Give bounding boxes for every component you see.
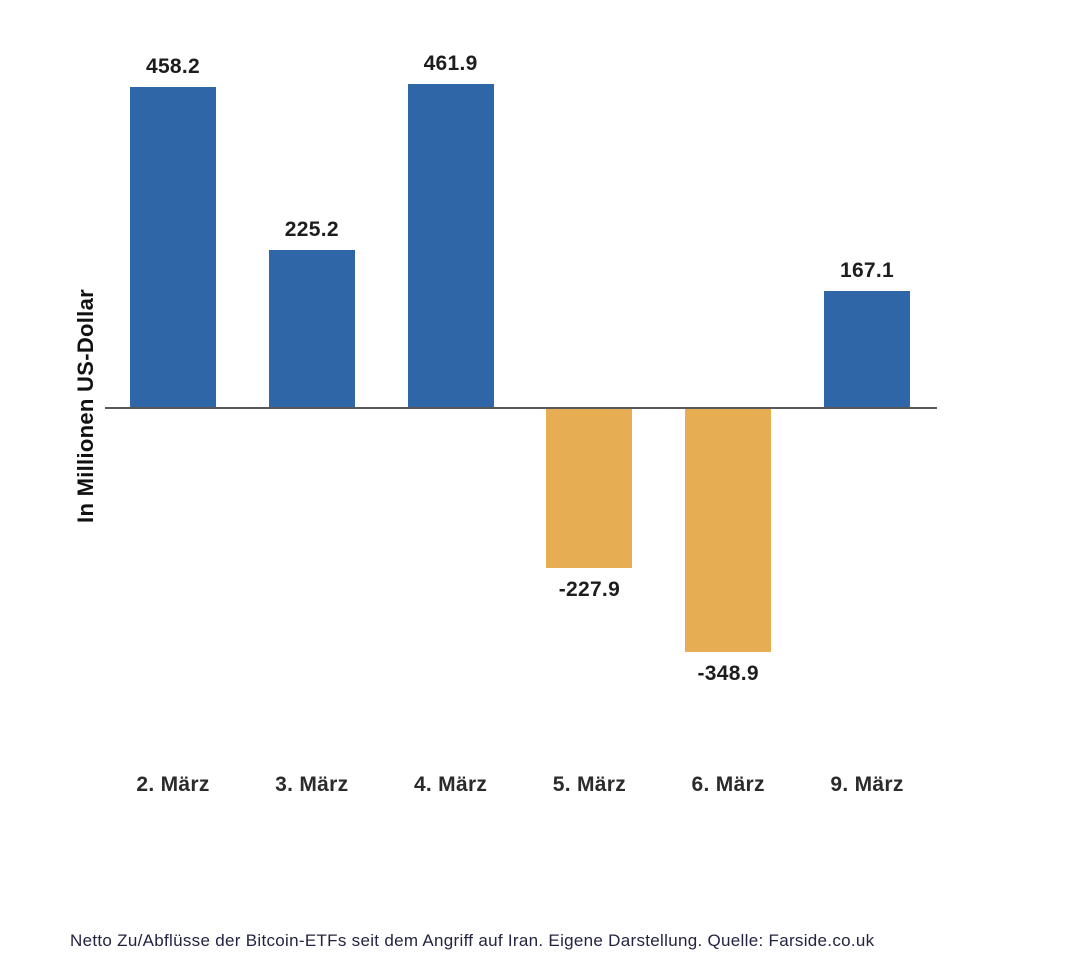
category-label-2. März: 2. März <box>136 773 210 796</box>
chart-caption: Netto Zu/Abflüsse der Bitcoin-ETFs seit … <box>70 931 875 950</box>
category-label-6. März: 6. März <box>691 773 765 796</box>
bar-2. März <box>130 86 216 408</box>
category-label-3. März: 3. März <box>275 773 349 796</box>
bar-9. März <box>824 290 910 408</box>
bar-6. März <box>685 408 772 653</box>
category-label-4. März: 4. März <box>413 773 488 796</box>
bar-4. März <box>407 84 494 408</box>
value-label-3. März: 225.2 <box>284 218 339 242</box>
value-label-6. März: -348.9 <box>697 662 759 686</box>
value-label-4. März: 461.9 <box>423 52 478 76</box>
category-label-9. März: 9. März <box>830 773 904 796</box>
value-label-9. März: 167.1 <box>839 258 895 282</box>
category-label-5. März: 5. März <box>552 773 627 796</box>
value-label-5. März: -227.9 <box>558 577 621 601</box>
bar-3. März <box>268 250 355 408</box>
bar-5. März <box>546 408 633 568</box>
value-label-2. März: 458.2 <box>145 54 201 78</box>
x-axis-zero-line <box>105 407 937 409</box>
